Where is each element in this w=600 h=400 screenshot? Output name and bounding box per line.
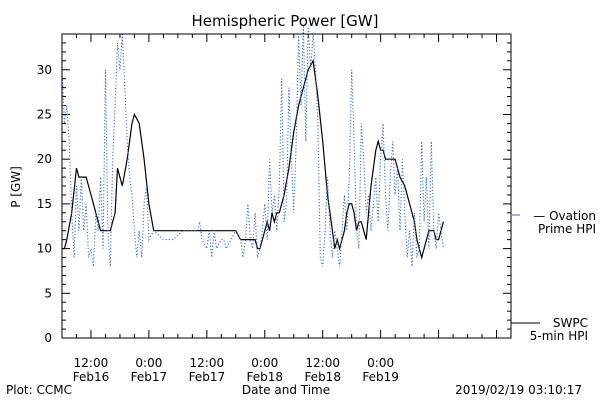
x-tick-label-date: Feb16 [73, 370, 110, 384]
plot-frame [61, 33, 512, 339]
series-line-swpc [62, 58, 444, 260]
x-tick-label-time: 12:00 [74, 356, 109, 370]
y-tick-label: 5 [44, 286, 52, 300]
x-tick-label-time: 12:00 [190, 356, 225, 370]
chart-title: Hemispheric Power [GW] [192, 12, 379, 30]
legend-ovation-line2: Prime HPI [538, 222, 596, 236]
y-tick-label: 30 [37, 63, 52, 77]
y-tick-label: 20 [37, 152, 52, 166]
x-axis-label: Date and Time [242, 383, 330, 397]
x-tick-label-date: Feb17 [131, 370, 168, 384]
x-tick-label-date: Feb17 [189, 370, 226, 384]
legend-swpc-line1: SWPC [553, 316, 588, 330]
series-lines [61, 25, 444, 267]
y-tick-label: 10 [37, 242, 52, 256]
series-line-ovation-prime [61, 25, 444, 267]
legend-swpc-line2: 5-min HPI [530, 329, 588, 343]
x-tick-labels: 12:00Feb160:00Feb1712:00Feb170:00Feb1812… [73, 356, 399, 384]
plot-credit: Plot: CCMC [6, 383, 72, 397]
x-tick-label-time: 0:00 [251, 356, 278, 370]
x-tick-label-date: Feb18 [247, 370, 284, 384]
legend-ovation-line1: — Ovation [533, 209, 596, 223]
x-tick-label-time: 0:00 [367, 356, 394, 370]
y-tick-label: 15 [37, 197, 52, 211]
y-tick-label: 0 [44, 331, 52, 345]
x-tick-label-time: 0:00 [135, 356, 162, 370]
y-axis-label: P [GW] [9, 166, 23, 208]
x-tick-label-date: Feb18 [304, 370, 341, 384]
plot-timestamp: 2019/02/19 03:10:17 [455, 383, 582, 397]
y-tick-labels: 0 5 10 15 20 25 30 [37, 63, 52, 345]
x-tick-label-date: Feb19 [362, 370, 399, 384]
x-tick-label-time: 12:00 [305, 356, 340, 370]
y-tick-label: 25 [37, 107, 52, 121]
tick-marks [61, 33, 512, 339]
